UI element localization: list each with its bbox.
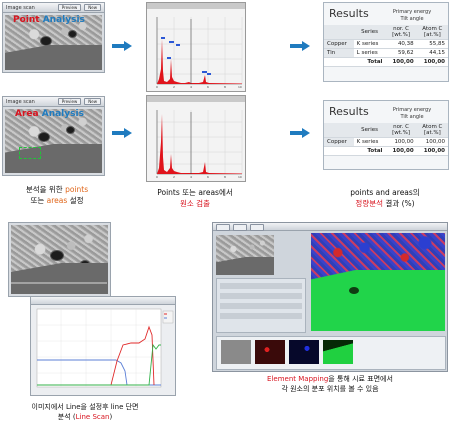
- caption-element-detection: Points 또는 areas에서 원소 검출: [157, 188, 233, 208]
- preview-button[interactable]: Preview: [57, 4, 82, 11]
- svg-text:6: 6: [207, 85, 209, 89]
- sem-pore: [41, 37, 51, 45]
- svg-text:6: 6: [207, 175, 209, 179]
- svg-text:10: 10: [238, 85, 242, 89]
- results-title: Results: [329, 7, 369, 20]
- sem-pore: [51, 251, 63, 260]
- sem-image[interactable]: [5, 109, 102, 173]
- point-spectrum-chart: 0 2 4 6 8 10: [146, 2, 246, 92]
- svg-text:10: 10: [238, 175, 242, 179]
- caption-quant-results: points and areas의 정량분석 결과 (%): [350, 188, 420, 208]
- sem-pore: [39, 133, 49, 141]
- col-series: Series: [353, 25, 386, 40]
- thumb-red-map[interactable]: [255, 340, 285, 364]
- caption-points-areas: 분석을 위한 points 또는 areas 설정: [25, 185, 89, 205]
- sem-pore: [67, 127, 74, 133]
- col-norm-c: nor. C [wt.%]: [385, 123, 417, 138]
- svg-text:2: 2: [173, 175, 175, 179]
- map-options-panel: [216, 278, 306, 333]
- map-tab-button[interactable]: [233, 224, 247, 231]
- thumb-sem[interactable]: [221, 340, 251, 364]
- col-norm-c: nor. C [wt.%]: [385, 25, 417, 40]
- point-scan-toolbar: Image scan Preview New: [3, 3, 104, 13]
- area-image-scan-window: Image scan Preview New Area Analysis: [2, 96, 105, 176]
- col-atom-c: Atom C [at.%]: [416, 123, 448, 138]
- line-scan-image: [8, 222, 111, 297]
- table-row[interactable]: Tin L series 59,62 44,15: [324, 48, 448, 58]
- results-header-info: Primary energy Tilt angle: [392, 107, 432, 120]
- arrow-right-icon: [112, 41, 132, 51]
- area-spectrum-chart: 0 2 4 6 8 10: [146, 95, 246, 182]
- area-scan-title: Image scan: [6, 98, 35, 105]
- svg-text:8: 8: [224, 85, 226, 89]
- table-row[interactable]: Copper K series 40,38 55,85: [324, 39, 448, 49]
- new-button[interactable]: New: [84, 4, 101, 11]
- scan-line[interactable]: [9, 223, 112, 298]
- svg-text:0: 0: [156, 85, 158, 89]
- svg-text:4: 4: [190, 175, 192, 179]
- area-scan-toolbar: Image scan Preview New: [3, 97, 104, 107]
- results-title: Results: [329, 105, 369, 118]
- line-scan-chart-window: [30, 296, 176, 396]
- area-selection[interactable]: [19, 147, 41, 159]
- svg-text:2: 2: [173, 85, 175, 89]
- svg-text:8: 8: [224, 175, 226, 179]
- results-grid: Series nor. C [wt.%] Atom C [at.%] Copper …: [324, 123, 448, 156]
- preview-button[interactable]: Preview: [57, 98, 82, 105]
- element-map-image[interactable]: [311, 233, 445, 331]
- arrow-right-icon: [290, 41, 310, 51]
- results-grid: Series nor. C [wt.%] Atom C [at.%] Copper …: [324, 25, 448, 67]
- element-mapping-window: [212, 222, 448, 372]
- map-thumbnails: [216, 336, 446, 370]
- map-sem-preview[interactable]: [216, 235, 274, 275]
- point-analysis-label: Point Analysis: [13, 15, 85, 25]
- arrow-right-icon: [290, 128, 310, 138]
- thumb-blue-map[interactable]: [289, 340, 319, 364]
- sem-image[interactable]: [11, 225, 108, 294]
- results-header-info: Primary energy Tilt angle: [392, 9, 432, 22]
- point-scan-title: Image scan: [6, 4, 35, 11]
- table-total-row: Total 100,00 100,00: [324, 146, 448, 156]
- svg-text:4: 4: [190, 85, 192, 89]
- caption-element-mapping: Element Mapping을 통해 시료 표면에서 각 원소의 분포 위치를…: [267, 375, 393, 393]
- point-image-scan-window: Image scan Preview New Point Analysis: [2, 2, 105, 73]
- caption-line-scan: 이미지에서 Line을 설정후 line 단면 분석 (Line Scan): [31, 403, 139, 421]
- new-button[interactable]: New: [84, 98, 101, 105]
- table-total-row: Total 100,00 100,00: [324, 57, 448, 67]
- thumb-green-map[interactable]: [323, 340, 353, 364]
- map-tab-button[interactable]: [216, 224, 230, 231]
- results-table-points: Results Primary energy Tilt angle Series …: [323, 2, 449, 82]
- table-row[interactable]: Copper K series 100,00 100,00: [324, 137, 448, 147]
- arrow-right-icon: [112, 128, 132, 138]
- map-tab-button[interactable]: [250, 224, 264, 231]
- sem-pore: [69, 31, 76, 37]
- svg-text:0: 0: [156, 175, 158, 179]
- col-series: Series: [353, 123, 386, 138]
- sem-image[interactable]: [5, 15, 102, 70]
- area-analysis-label: Area Analysis: [15, 109, 84, 119]
- results-table-areas: Results Primary energy Tilt angle Series …: [323, 100, 449, 170]
- col-atom-c: Atom C [at.%]: [416, 25, 448, 40]
- line-scan-profile: [36, 308, 174, 388]
